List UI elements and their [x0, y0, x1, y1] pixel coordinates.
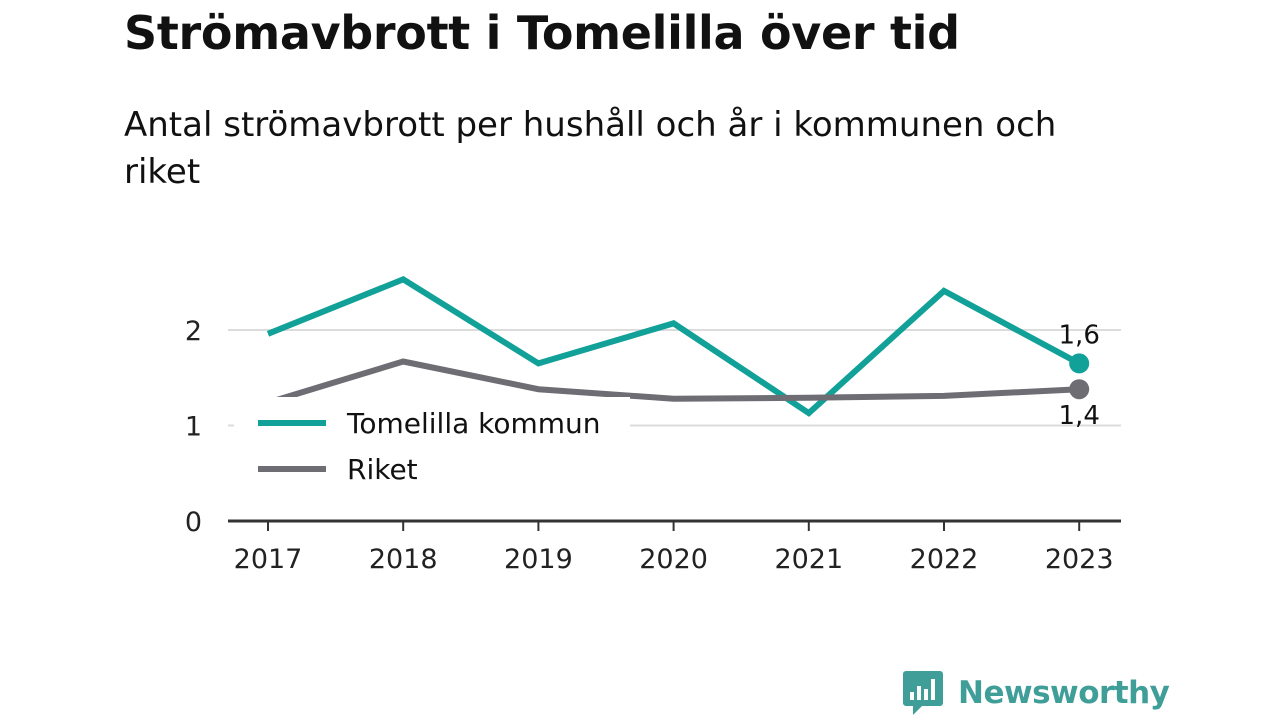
end-point-1 — [1069, 379, 1090, 400]
y-tick-label: 0 — [185, 507, 202, 538]
x-tick-label: 2020 — [639, 544, 708, 575]
y-tick-label: 1 — [185, 412, 202, 443]
series-line-0 — [266, 276, 1081, 417]
series-line-1 — [267, 358, 1080, 406]
series-lines — [266, 276, 1081, 417]
x-tick-label: 2023 — [1045, 544, 1114, 575]
brand-logo: Newsworthy — [902, 670, 1170, 716]
chart-subtitle: Antal strömavbrott per hushåll och år i … — [124, 105, 1057, 192]
x-tick-label: 2021 — [774, 544, 843, 575]
x-tick-label: 2022 — [910, 544, 979, 575]
legend-label-riket: Riket — [347, 453, 418, 486]
legend-background — [234, 397, 630, 507]
end-value-label-1: 1,4 — [1059, 401, 1100, 431]
bar-chart-speech-bubble-icon — [903, 671, 943, 715]
x-tick-label: 2018 — [369, 544, 438, 575]
legend: Tomelilla kommun Riket — [234, 397, 630, 507]
x-tick-label: 2017 — [234, 544, 303, 575]
end-markers: 1,6 1,4 — [1059, 320, 1100, 431]
brand-name: Newsworthy — [958, 675, 1170, 711]
axes: 0 1 2 2017 2018 2019 2020 2021 2022 2023 — [185, 316, 1121, 575]
legend-label-tomelilla: Tomelilla kommun — [346, 407, 601, 440]
x-tick-label: 2019 — [504, 544, 573, 575]
end-value-label-0: 1,6 — [1059, 320, 1100, 350]
end-point-0 — [1069, 353, 1090, 374]
chart-title: Strömavbrott i Tomelilla över tid — [124, 6, 960, 60]
y-tick-label: 2 — [185, 316, 202, 347]
